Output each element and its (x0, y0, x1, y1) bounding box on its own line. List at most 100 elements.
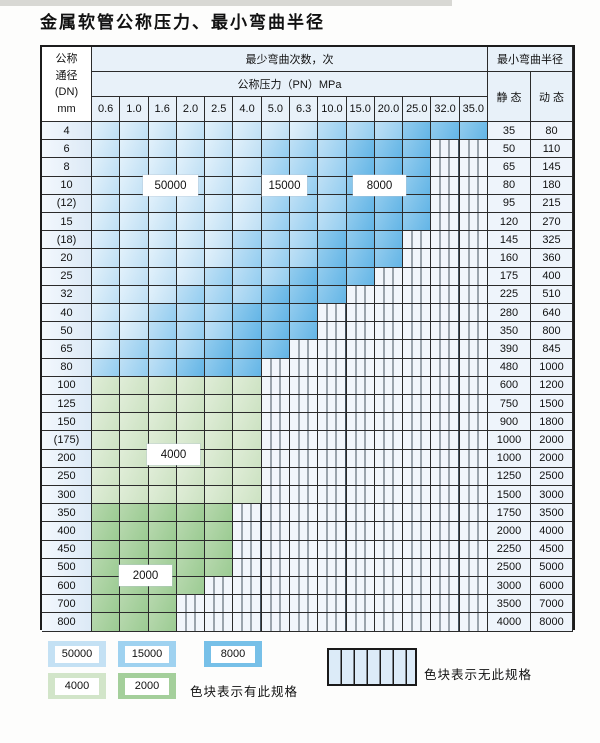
spec-cell (431, 285, 460, 305)
dn-cell: 500 (42, 558, 92, 578)
spec-cell (205, 613, 234, 632)
static-value-cell: 750 (488, 395, 531, 414)
spec-cell (403, 140, 432, 159)
spec-cell (431, 249, 460, 268)
spec-cell (374, 449, 404, 468)
dynamic-value-cell: 270 (531, 213, 573, 232)
spec-cell (374, 158, 404, 177)
spec-cell (431, 340, 460, 359)
spec-cell (374, 558, 404, 578)
spec-cell (176, 558, 206, 578)
spec-cell (92, 158, 121, 177)
spec-cell (459, 522, 488, 541)
dynamic-value-cell: 1200 (531, 376, 573, 396)
spec-cell (205, 395, 234, 414)
spec-cell (261, 504, 290, 523)
spec-cell (431, 267, 460, 286)
spec-cell (318, 376, 347, 396)
spec-cell (290, 340, 319, 359)
spec-cell (205, 376, 234, 396)
spec-cell (92, 504, 121, 523)
spec-cell (403, 431, 432, 450)
spec-cell (148, 304, 177, 323)
legend-no-spec-text: 色块表示无此规格 (424, 668, 533, 682)
dn-cell: 15 (42, 213, 92, 232)
dynamic-value-cell: 110 (531, 140, 573, 159)
spec-cell (92, 176, 121, 195)
pressure-header-cell: 32.0 (431, 97, 460, 122)
spec-cell (290, 140, 319, 159)
spec-cell (120, 395, 149, 414)
spec-cell (92, 213, 121, 232)
spec-cell (290, 540, 319, 559)
dn-cell: 10 (42, 176, 92, 195)
dynamic-value-cell: 1500 (531, 395, 573, 414)
spec-cell (290, 376, 319, 396)
spec-cell (176, 577, 206, 596)
spec-cell (346, 395, 375, 414)
spec-cell (318, 176, 347, 195)
spec-cell (374, 285, 404, 305)
spec-cell (318, 340, 347, 359)
static-value-cell: 1500 (488, 486, 531, 505)
spec-cell (148, 413, 177, 432)
legend-swatch-label: 8000 (211, 645, 255, 663)
spec-cell (403, 413, 432, 432)
static-value-cell: 1750 (488, 504, 531, 523)
static-header: 静 态 (488, 72, 531, 122)
spec-cell (176, 267, 206, 286)
spec-cell (431, 431, 460, 450)
spec-cell (120, 140, 149, 159)
spec-cell (290, 577, 319, 596)
spec-cell (459, 595, 488, 614)
spec-cell (290, 431, 319, 450)
spec-cell (233, 395, 262, 414)
spec-cell (346, 595, 375, 614)
spec-cell (120, 322, 149, 341)
spec-cell (403, 194, 432, 214)
spec-cell (346, 467, 375, 487)
spec-cell (459, 413, 488, 432)
spec-cell (318, 249, 347, 268)
dn-cell: 20 (42, 249, 92, 268)
spec-cell (148, 322, 177, 341)
spec-cell (176, 194, 206, 214)
dynamic-value-cell: 510 (531, 285, 573, 305)
spec-cell (261, 595, 290, 614)
spec-cell (318, 231, 347, 250)
spec-cell (374, 249, 404, 268)
spec-cell (261, 395, 290, 414)
legend-swatch-label: 4000 (55, 677, 99, 695)
spec-cell (148, 595, 177, 614)
static-value-cell: 175 (488, 267, 531, 286)
spec-cell (92, 558, 121, 578)
spec-cell (431, 449, 460, 468)
spec-cell (374, 486, 404, 505)
spec-cell (318, 194, 347, 214)
spec-cell (403, 249, 432, 268)
spec-cell (374, 613, 404, 632)
spec-cell (290, 267, 319, 286)
dn-cell: 32 (42, 285, 92, 305)
spec-cell (290, 595, 319, 614)
spec-cell (148, 158, 177, 177)
spec-cell (346, 504, 375, 523)
static-value-cell: 145 (488, 231, 531, 250)
spec-cell (459, 558, 488, 578)
spec-cell (120, 540, 149, 559)
spec-cell (459, 395, 488, 414)
spec-cell (261, 358, 290, 377)
spec-cell (233, 340, 262, 359)
spec-cell (261, 613, 290, 632)
spec-cell (148, 395, 177, 414)
pressure-header-cell: 15.0 (346, 97, 375, 122)
spec-cell (290, 322, 319, 341)
spec-cell (176, 304, 206, 323)
spec-cell (205, 304, 234, 323)
min-radius-header: 最小弯曲半径 (488, 47, 573, 72)
spec-cell (261, 267, 290, 286)
spec-cell (92, 140, 121, 159)
static-value-cell: 3000 (488, 577, 531, 596)
spec-cell (290, 194, 319, 214)
dynamic-value-cell: 7000 (531, 595, 573, 614)
